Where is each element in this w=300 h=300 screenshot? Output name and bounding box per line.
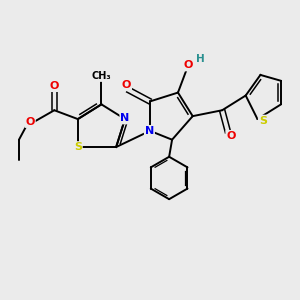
Text: O: O <box>122 80 131 90</box>
Text: O: O <box>50 81 59 91</box>
Text: S: S <box>74 142 82 152</box>
Text: N: N <box>145 126 154 136</box>
Text: S: S <box>259 116 267 126</box>
Text: H: H <box>196 54 204 64</box>
Text: N: N <box>120 113 130 124</box>
Text: O: O <box>26 117 35 127</box>
Text: O: O <box>184 61 193 70</box>
Text: CH₃: CH₃ <box>92 71 111 81</box>
Text: O: O <box>226 131 236 141</box>
